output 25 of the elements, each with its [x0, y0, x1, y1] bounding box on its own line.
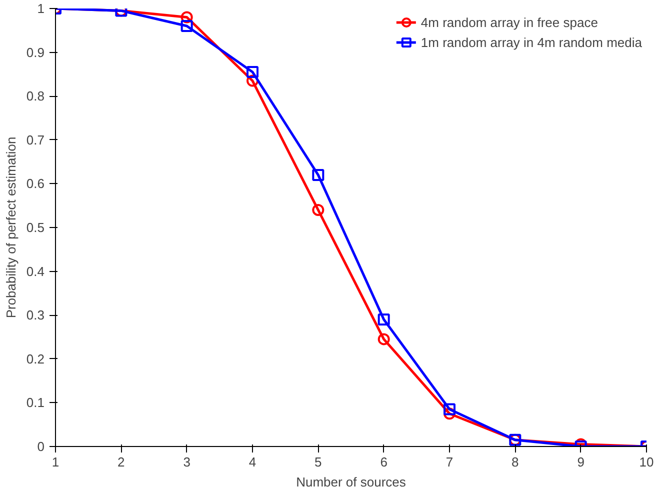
y-tick-label: 0.1: [26, 395, 45, 410]
y-tick-label: 0.3: [26, 308, 45, 323]
y-tick-label: 0.5: [26, 220, 45, 235]
x-tick-label: 3: [183, 454, 190, 470]
x-tick-label: 1: [52, 454, 60, 470]
y-tick-label: 0: [37, 439, 45, 454]
x-tick-label: 9: [577, 454, 584, 470]
y-tick-label: 0.6: [26, 176, 45, 192]
legend-label: 1m random array in 4m random media: [420, 34, 642, 50]
x-tick-label: 6: [380, 454, 388, 470]
x-tick-label: 7: [446, 454, 454, 470]
y-tick-label: 1: [37, 1, 45, 16]
x-tick-label: 10: [639, 454, 654, 470]
y-tick-label: 0.7: [26, 132, 45, 148]
legend-label: 4m random array in free space: [420, 14, 598, 30]
y-tick-label: 0.8: [26, 88, 45, 104]
y-axis-title: Probability of perfect estimation: [3, 136, 18, 318]
y-tick-label: 0.9: [26, 44, 45, 60]
x-tick-label: 8: [512, 454, 519, 470]
x-tick-label: 4: [248, 454, 256, 470]
y-tick-label: 0.2: [26, 351, 45, 366]
x-axis-title: Number of sources: [296, 474, 406, 490]
x-tick-label: 2: [118, 454, 125, 470]
y-tick-label: 0.4: [26, 264, 45, 279]
x-tick-label: 5: [314, 454, 322, 470]
